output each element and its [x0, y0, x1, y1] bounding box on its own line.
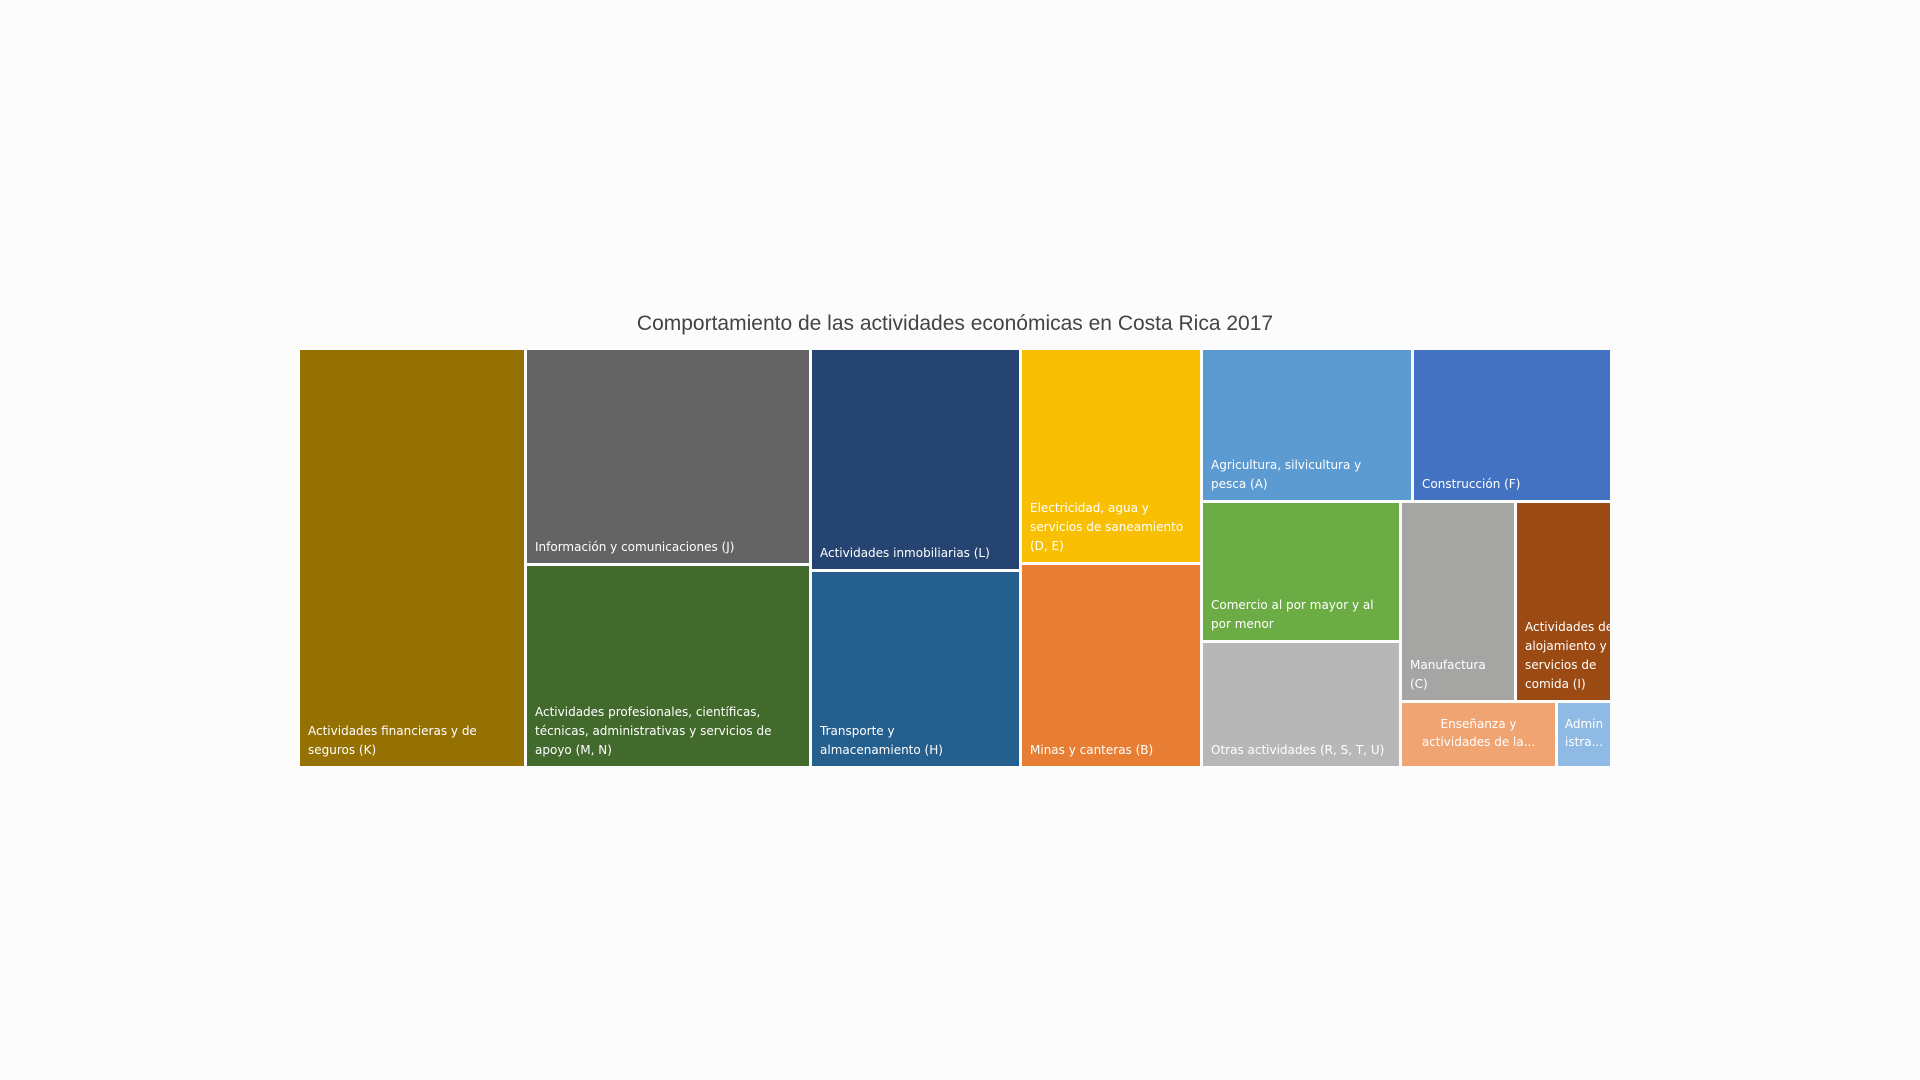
treemap-tile: Admin istra... [1558, 703, 1610, 766]
treemap-tile: Actividades de alojamiento y servicios d… [1517, 503, 1610, 700]
treemap-tile: Construcción (F) [1414, 350, 1610, 500]
treemap-tile: Minas y canteras (B) [1022, 565, 1200, 766]
treemap-tile: Actividades financieras y de seguros (K) [300, 350, 524, 766]
treemap-tile: Otras actividades (R, S, T, U) [1203, 643, 1399, 766]
treemap-tile-label: Transporte y almacenamiento (H) [820, 724, 943, 757]
treemap-tile-label: Otras actividades (R, S, T, U) [1211, 743, 1385, 757]
treemap-tile-label: Admin istra... [1564, 717, 1604, 749]
treemap-tile: Manufactura (C) [1402, 503, 1514, 700]
treemap-tile-label: Electricidad, agua y servicios de saneam… [1030, 501, 1184, 553]
treemap-chart: Actividades financieras y de seguros (K)… [300, 350, 1610, 766]
treemap-tile-label: Enseñanza y actividades de la... [1421, 717, 1536, 749]
treemap-tile-label: Información y comunicaciones (J) [535, 540, 735, 554]
treemap-tile: Transporte y almacenamiento (H) [812, 572, 1019, 766]
treemap-tile: Enseñanza y actividades de la... [1402, 703, 1555, 766]
treemap-tile-label: Construcción (F) [1422, 477, 1521, 491]
treemap-tile: Agricultura, silvicultura y pesca (A) [1203, 350, 1411, 500]
treemap-tile-label: Comercio al por mayor y al por menor [1211, 598, 1374, 631]
treemap-tile-label: Manufactura (C) [1410, 658, 1486, 691]
treemap-tile: Información y comunicaciones (J) [527, 350, 809, 563]
treemap-tile-label: Minas y canteras (B) [1030, 743, 1154, 757]
treemap-tile: Actividades profesionales, científicas, … [527, 566, 809, 766]
treemap-tile-label: Actividades financieras y de seguros (K) [308, 724, 477, 757]
treemap-tile: Comercio al por mayor y al por menor [1203, 503, 1399, 640]
treemap-tile: Electricidad, agua y servicios de saneam… [1022, 350, 1200, 562]
chart-title: Comportamiento de las actividades económ… [636, 312, 1274, 335]
treemap-tile: Actividades inmobiliarias (L) [812, 350, 1019, 569]
treemap-tile-label: Agricultura, silvicultura y pesca (A) [1211, 458, 1362, 491]
treemap-tile-label: Actividades inmobiliarias (L) [820, 546, 990, 560]
treemap-tile-label: Actividades profesionales, científicas, … [535, 705, 772, 757]
treemap-tile-label: Actividades de alojamiento y servicios d… [1525, 620, 1610, 691]
